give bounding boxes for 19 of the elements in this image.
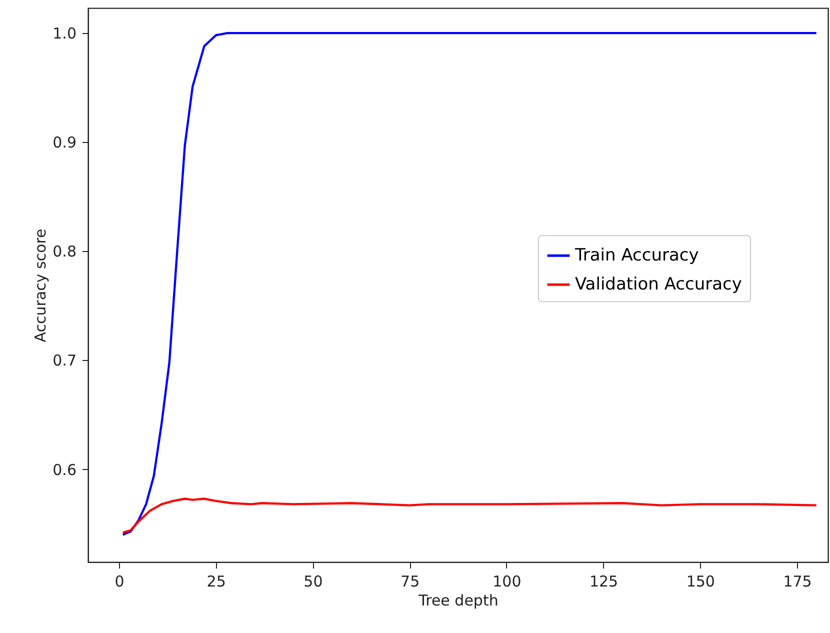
x-tick-label: 125 <box>589 572 618 590</box>
line-series <box>122 498 818 534</box>
legend-label: Train Accuracy <box>574 246 699 266</box>
x-tick-label: 75 <box>400 572 420 590</box>
x-tick-label: 175 <box>783 572 812 590</box>
x-axis-title: Tree depth <box>418 592 498 610</box>
legend-label: Validation Accuracy <box>575 274 742 295</box>
x-tick-label: 50 <box>304 572 323 590</box>
y-tick-label: 0.6 <box>52 460 76 479</box>
y-axis-title: Accuracy score <box>32 228 50 342</box>
y-tick-label: 1.0 <box>52 24 76 43</box>
x-tick-label: 0 <box>114 572 124 590</box>
y-tick-label: 0.9 <box>52 134 76 152</box>
x-tick-label: 100 <box>492 572 522 590</box>
x-tick-label: 25 <box>206 572 226 590</box>
x-tick-label: 150 <box>686 572 715 590</box>
y-tick-label: 0.8 <box>52 242 76 261</box>
line-series <box>122 32 818 536</box>
y-tick-label: 0.7 <box>52 352 76 370</box>
